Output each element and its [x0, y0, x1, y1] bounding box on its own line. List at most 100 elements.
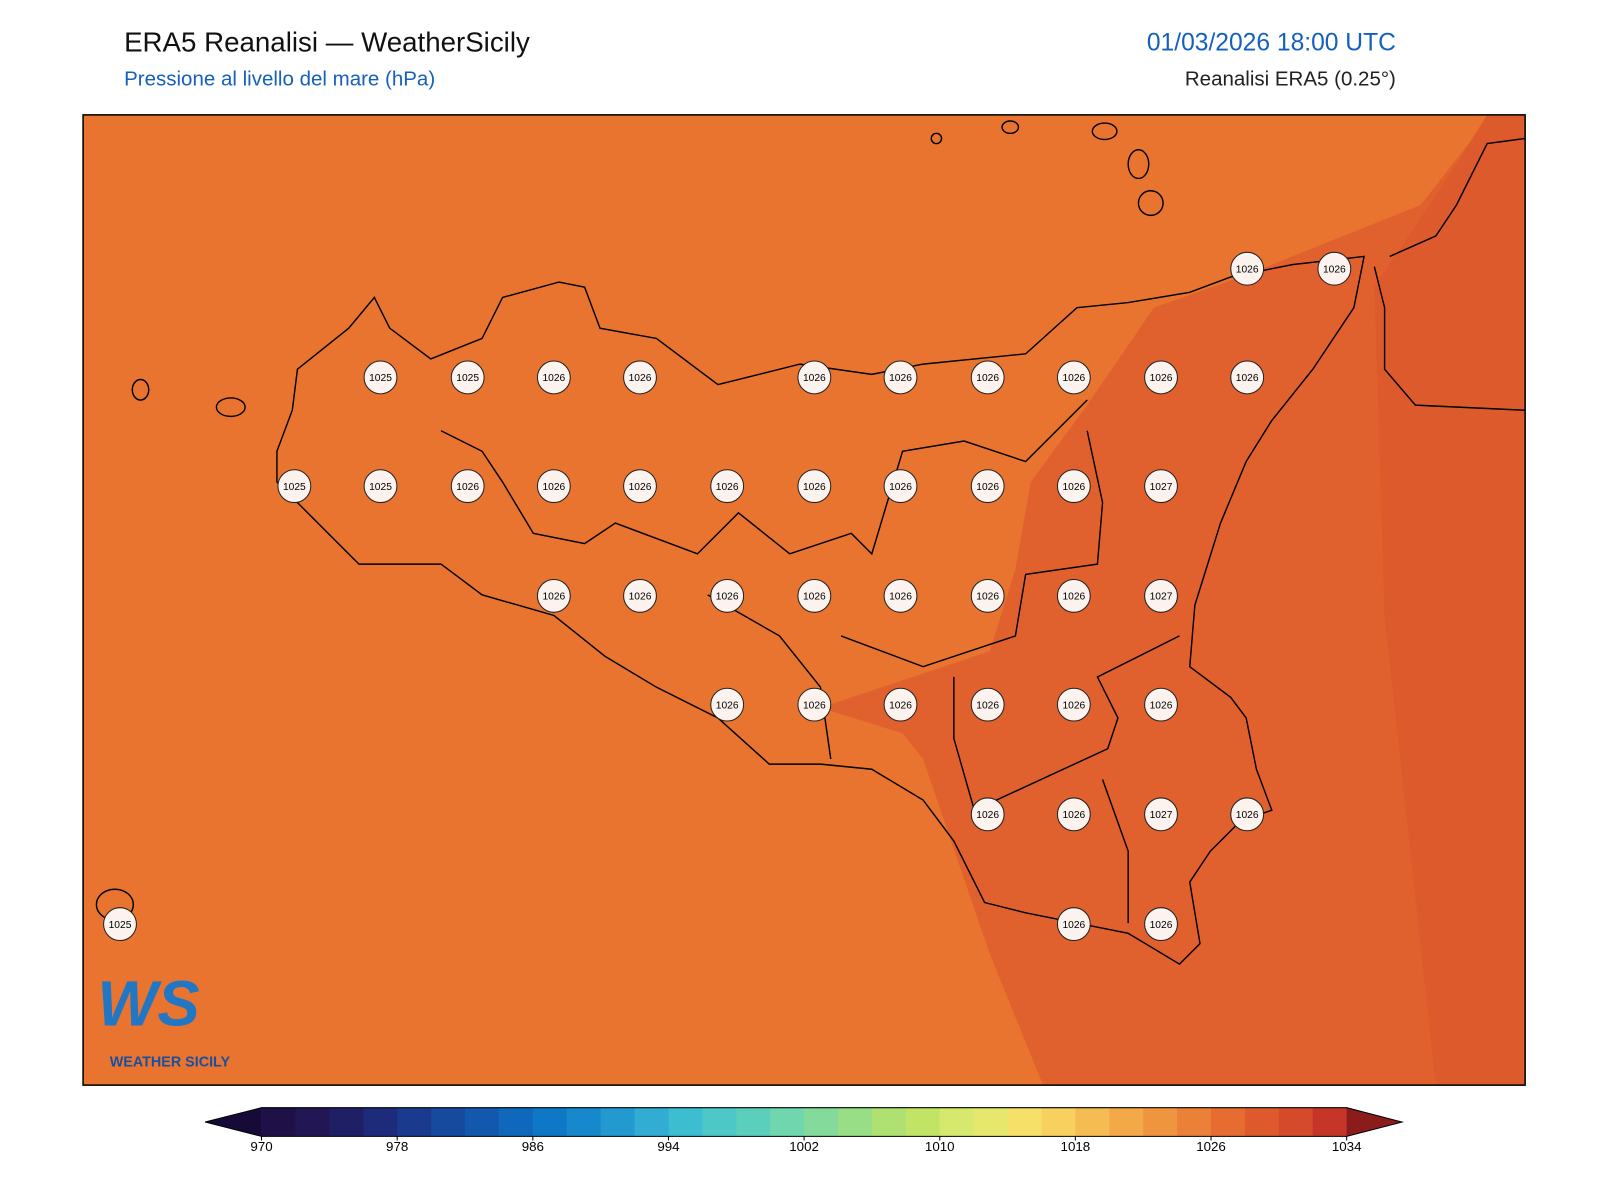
station-marker — [970, 469, 1005, 504]
station-value: 1026 — [1062, 373, 1085, 384]
station-value: 1025 — [109, 920, 132, 931]
colorbar-tick-label: 1034 — [1332, 1139, 1362, 1154]
station-value: 1026 — [542, 373, 565, 384]
colorbar-extend-low — [205, 1107, 262, 1137]
colorbar-bin — [1143, 1107, 1178, 1137]
pressure-field — [1374, 114, 1526, 1086]
station-marker — [970, 360, 1005, 395]
colorbar-bin — [702, 1107, 737, 1137]
colorbar-bin — [1244, 1107, 1280, 1137]
colorbar-bin — [397, 1107, 432, 1137]
station-marker — [797, 687, 832, 722]
station-marker — [623, 360, 657, 395]
colorbar-bin — [431, 1107, 466, 1137]
colorbar-bin — [498, 1107, 534, 1137]
station-value: 1026 — [1150, 920, 1173, 931]
station-marker — [883, 469, 918, 504]
station-value: 1026 — [803, 700, 826, 711]
station-value: 1026 — [803, 482, 826, 493]
colorbar-tick-label: 1026 — [1196, 1139, 1226, 1154]
frame — [82, 114, 1526, 1086]
title: ERA5 Reanalisi — WeatherSicily — [124, 26, 530, 57]
station-marker — [1056, 578, 1091, 613]
colorbar-bin — [939, 1107, 975, 1137]
station-value: 1026 — [542, 592, 565, 603]
station-marker — [1144, 360, 1178, 395]
colorbar-bin — [1312, 1107, 1348, 1137]
colorbar-bin — [261, 1107, 296, 1137]
colorbar-bin — [634, 1107, 669, 1137]
station-marker — [1056, 469, 1091, 504]
station-value: 1026 — [1062, 920, 1085, 931]
station-value: 1026 — [976, 482, 999, 493]
station-value: 1025 — [456, 373, 479, 384]
colorbar-tick-label: 1010 — [925, 1139, 955, 1154]
colorbar-tick-label: 978 — [386, 1139, 408, 1154]
station-value: 1026 — [629, 592, 652, 603]
station-marker — [1230, 797, 1265, 832]
subtitle: Pressione al livello del mare (hPa) — [124, 67, 435, 90]
station-value: 1025 — [283, 482, 306, 493]
colorbar-bin — [363, 1107, 398, 1137]
station-value: 1026 — [1062, 700, 1085, 711]
station-marker — [1230, 251, 1265, 286]
colorbar-bin — [465, 1107, 500, 1137]
colorbar-bin — [770, 1107, 805, 1137]
station-marker — [710, 687, 745, 722]
station-marker — [1144, 578, 1178, 613]
station-marker — [883, 578, 918, 613]
colorbar-bin — [668, 1107, 703, 1137]
station-value: 1026 — [976, 810, 999, 821]
station-value: 1026 — [629, 482, 652, 493]
colorbar-bin — [736, 1107, 771, 1137]
station-value: 1026 — [456, 482, 479, 493]
station-marker — [1056, 797, 1091, 832]
station-marker — [1144, 797, 1178, 832]
colorbar-bin — [1041, 1107, 1076, 1137]
stations: 1025 1025 1026 1026 1026 1026 1026 1026 1026 1026… — [103, 251, 1352, 942]
station-value: 1026 — [716, 482, 739, 493]
colorbar-tick-label: 994 — [657, 1139, 680, 1154]
colorbar-bin — [905, 1107, 941, 1137]
source: Reanalisi ERA5 (0.25°) — [1185, 67, 1396, 90]
station-marker — [1230, 360, 1265, 395]
colorbar-bin — [804, 1107, 839, 1137]
station-marker — [883, 360, 918, 395]
station-value: 1026 — [716, 592, 739, 603]
colorbar-bin — [295, 1107, 330, 1137]
station-marker — [1144, 687, 1178, 722]
logo-name: WEATHER SICILY — [110, 1055, 231, 1071]
station-marker — [1056, 360, 1091, 395]
colorbar-bin — [871, 1107, 907, 1137]
station-marker — [797, 578, 832, 613]
station-marker — [970, 578, 1005, 613]
colorbar-bin — [1007, 1107, 1042, 1137]
colorbar-tick-label: 970 — [250, 1139, 272, 1154]
colorbar-bin — [600, 1107, 636, 1137]
station-marker — [536, 469, 571, 504]
colorbar-tick-label: 986 — [522, 1139, 544, 1154]
station-value: 1026 — [542, 482, 565, 493]
station-value: 1026 — [976, 700, 999, 711]
station-value: 1027 — [1150, 810, 1173, 821]
colorbar-extend-high — [1346, 1107, 1403, 1137]
station-value: 1026 — [1062, 810, 1085, 821]
station-marker — [970, 687, 1005, 722]
station-value: 1026 — [976, 592, 999, 603]
station-value: 1026 — [629, 373, 652, 384]
logo-mark: WS — [97, 969, 199, 1040]
station-marker — [1144, 907, 1178, 942]
station-value: 1026 — [1236, 810, 1259, 821]
station-marker — [970, 797, 1005, 832]
station-value: 1026 — [1323, 264, 1346, 275]
colorbar-bin — [566, 1107, 602, 1137]
station-value: 1026 — [1236, 264, 1259, 275]
station-value: 1026 — [803, 373, 826, 384]
station-value: 1026 — [1150, 700, 1173, 711]
station-marker — [1144, 469, 1178, 504]
station-value: 1026 — [1062, 592, 1085, 603]
colorbar-bin — [329, 1107, 364, 1137]
colorbar-bin — [1177, 1107, 1212, 1137]
station-value: 1027 — [1150, 592, 1173, 603]
colorbar-bin — [1211, 1107, 1246, 1137]
